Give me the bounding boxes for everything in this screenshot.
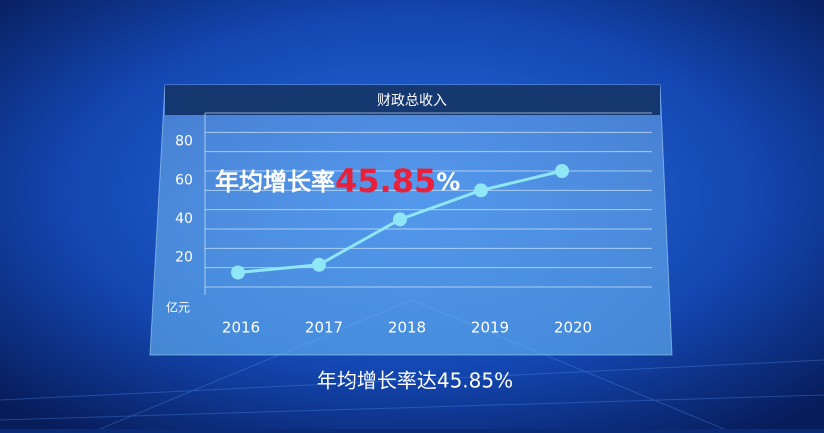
- floor-lines: [0, 299, 824, 430]
- panel: [149, 84, 673, 356]
- y-tick-label: 60: [175, 172, 193, 188]
- point: [474, 183, 488, 198]
- annotation-highlight: 45.85: [335, 162, 436, 200]
- plot: 20 40 60 80 2016 2017 2018 2019 2020: [175, 112, 652, 337]
- annotation-suffix: %: [436, 168, 460, 196]
- chart-title: 财政总收入: [377, 93, 447, 109]
- x-tick-label: 2019: [471, 319, 509, 337]
- point: [555, 164, 569, 178]
- point: [393, 212, 407, 227]
- y-tick-label: 40: [175, 211, 193, 227]
- y-tick-label: 80: [175, 134, 193, 150]
- x-tick-label: 2016: [222, 319, 260, 337]
- panel-header: [165, 85, 660, 115]
- point: [312, 257, 326, 272]
- x-tick-label: 2018: [388, 319, 426, 337]
- y-unit: 亿元: [166, 300, 190, 315]
- annotation-prefix: 年均增长率: [215, 168, 335, 196]
- x-tick-label: 2020: [554, 319, 592, 337]
- caption: 年均增长率达45.85%: [317, 369, 513, 393]
- point: [231, 265, 245, 280]
- annotation: 年均增长率45.85%: [215, 162, 460, 200]
- x-tick-label: 2017: [305, 319, 343, 337]
- y-tick-label: 20: [175, 250, 193, 266]
